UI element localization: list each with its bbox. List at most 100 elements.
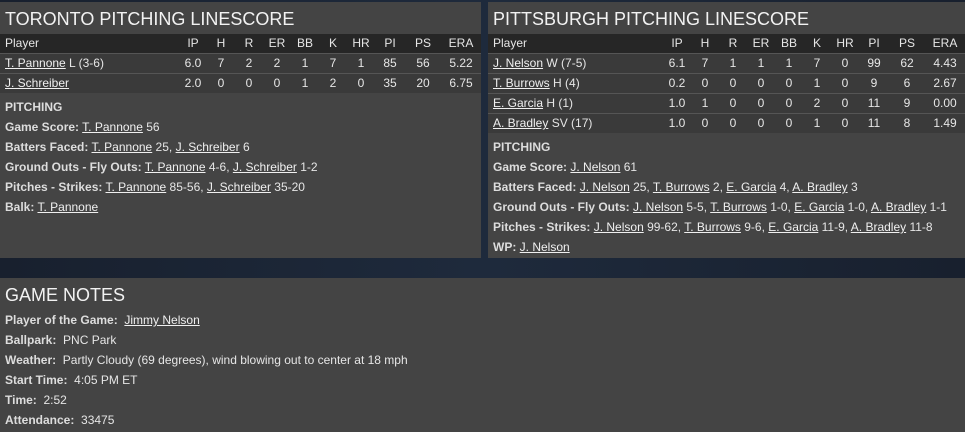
section-title: PITCHING (5, 100, 63, 114)
note-label: Ground Outs - Fly Outs: (5, 160, 142, 174)
stat-cell: 1 (803, 112, 831, 133)
player-link[interactable]: E. Garcia (768, 220, 819, 234)
note-label: Player of the Game: (5, 313, 118, 327)
note-value: 2, (709, 180, 727, 194)
player-link[interactable]: J. Nelson (519, 240, 570, 254)
player-link[interactable]: T. Burrows (493, 76, 550, 90)
player-link[interactable]: A. Bradley (870, 200, 927, 214)
note-value: 25, (629, 180, 653, 194)
column-header[interactable]: IP (179, 34, 207, 53)
note-value: 1-0, (766, 200, 795, 214)
column-header[interactable]: Player (488, 34, 663, 53)
player-cell: A. Bradley SV (17) (488, 112, 663, 133)
player-link[interactable]: J. Nelson (570, 160, 621, 174)
stat-cell: 0 (691, 72, 719, 93)
note-label: Pitches - Strikes: (493, 220, 591, 234)
stat-cell: 2 (263, 52, 291, 73)
decision: L (3-6) (65, 56, 104, 70)
player-link[interactable]: T. Pannone (82, 120, 143, 134)
column-header[interactable]: BB (775, 34, 803, 53)
column-header[interactable]: H (207, 34, 235, 53)
column-header[interactable]: IP (663, 34, 691, 53)
player-link[interactable]: Jimmy Nelson (124, 313, 200, 327)
stat-cell: 8 (889, 112, 925, 133)
column-header[interactable]: HR (347, 34, 375, 53)
column-header[interactable]: PI (859, 34, 889, 53)
stat-cell: 56 (405, 52, 441, 73)
column-header[interactable]: K (803, 34, 831, 53)
column-header[interactable]: Player (0, 34, 179, 53)
stat-cell: 0 (747, 112, 775, 133)
player-link[interactable]: T. Burrows (710, 200, 767, 214)
player-link[interactable]: J. Schreiber (5, 76, 70, 91)
note-value: 11-9, (818, 220, 851, 234)
note-value: 56 (142, 120, 160, 134)
note-value: 1-1 (926, 200, 947, 214)
stat-cell: 1.0 (663, 112, 691, 133)
stat-cell: 0 (747, 72, 775, 93)
toronto-pitching-panel: TORONTO PITCHING LINESCORE Player IP H R ER B… (0, 2, 481, 258)
player-link[interactable]: A. Bradley (493, 116, 549, 131)
stat-cell: 0 (719, 112, 747, 133)
note-value: 6 (239, 140, 250, 154)
note-value: 1-0, (844, 200, 871, 214)
column-header[interactable]: BB (291, 34, 319, 53)
column-header[interactable]: HR (831, 34, 859, 53)
player-link[interactable]: A. Bradley (792, 180, 848, 194)
column-header[interactable]: ER (263, 34, 291, 53)
note-value: Partly Cloudy (69 degrees), wind blowing… (62, 353, 408, 367)
player-link[interactable]: A. Bradley (850, 220, 907, 234)
game-notes-list: Player of the Game: Jimmy Nelson Ballpark… (0, 310, 965, 430)
player-link[interactable]: E. Garcia (493, 96, 544, 110)
player-link[interactable]: T. Pannone (37, 200, 99, 214)
player-link[interactable]: J. Nelson (493, 56, 544, 70)
pitching-note-line: Balk: T. Pannone (5, 197, 476, 217)
pitcher-row: T. Burrows H (4) 0.2 0 0 0 0 1 0 9 6 2.67 (488, 72, 965, 93)
stat-cell: 0.00 (925, 92, 965, 113)
column-header[interactable]: ER (747, 34, 775, 53)
column-header[interactable]: ERA (925, 34, 965, 53)
player-link[interactable]: E. Garcia (726, 180, 777, 194)
player-link[interactable]: T. Burrows (684, 220, 741, 234)
toronto-linescore-table: Player IP H R ER BB K HR PI PS ERA T. Pannone L (3-… (0, 34, 481, 93)
player-link[interactable]: T. Pannone (91, 140, 153, 154)
player-link[interactable]: T. Burrows (652, 180, 710, 194)
column-header[interactable]: ERA (441, 34, 481, 53)
stat-cell: 6.0 (179, 52, 207, 73)
column-header[interactable]: PS (405, 34, 441, 53)
column-header[interactable]: PS (889, 34, 925, 53)
player-link[interactable]: J. Nelson (593, 220, 644, 234)
game-note-line: Player of the Game: Jimmy Nelson (0, 310, 965, 330)
stat-cell: 0 (347, 72, 375, 93)
note-value: 4:05 PM ET (74, 373, 138, 387)
pitcher-row: A. Bradley SV (17) 1.0 0 0 0 0 1 0 11 8 1.49 (488, 112, 965, 133)
player-link[interactable]: T. Pannone (105, 180, 167, 194)
column-header[interactable]: R (719, 34, 747, 53)
player-link[interactable]: J. Schreiber (232, 160, 297, 174)
stat-cell: 6.75 (441, 72, 481, 93)
player-link[interactable]: T. Pannone (144, 160, 206, 174)
stat-cell: 7 (803, 52, 831, 73)
note-value: 1-2 (296, 160, 318, 174)
column-header[interactable]: H (691, 34, 719, 53)
note-value: PNC Park (63, 333, 117, 347)
column-header[interactable]: PI (375, 34, 405, 53)
stat-cell: 1 (775, 52, 803, 73)
player-link[interactable]: J. Nelson (633, 200, 684, 214)
pitching-note-line: Ground Outs - Fly Outs: J. Nelson 5-5, T… (493, 197, 960, 217)
player-link[interactable]: E. Garcia (794, 200, 845, 214)
player-link[interactable]: J. Schreiber (206, 180, 271, 194)
stat-cell: 7 (319, 52, 347, 73)
player-link[interactable]: J. Schreiber (175, 140, 240, 154)
stat-cell: 0 (775, 112, 803, 133)
player-cell: J. Nelson W (7-5) (488, 52, 663, 73)
column-header[interactable]: R (235, 34, 263, 53)
stat-cell: 1 (291, 52, 319, 73)
player-link[interactable]: J. Nelson (579, 180, 630, 194)
header-row: Player IP H R ER BB K HR PI PS ERA (488, 34, 965, 53)
stat-cell: 0 (831, 112, 859, 133)
column-header[interactable]: K (319, 34, 347, 53)
stat-cell: 99 (859, 52, 889, 73)
player-link[interactable]: T. Pannone (5, 56, 66, 70)
stat-cell: 5.22 (441, 52, 481, 73)
